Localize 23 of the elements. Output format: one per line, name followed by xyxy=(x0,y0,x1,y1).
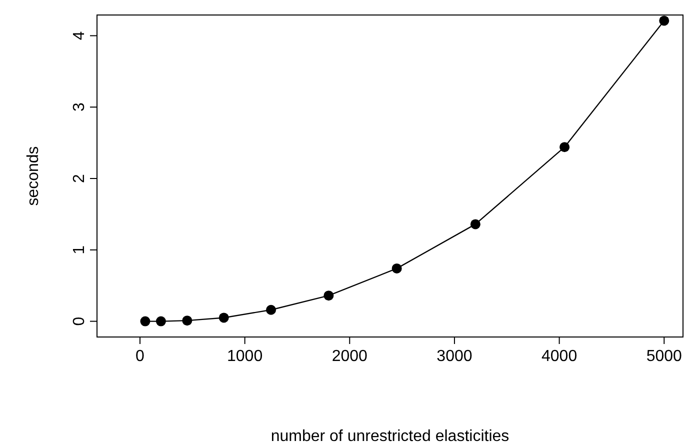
x-tick-label: 0 xyxy=(136,348,145,365)
point xyxy=(218,312,229,323)
point xyxy=(659,16,670,26)
y-tick-label: 4 xyxy=(71,31,88,40)
point xyxy=(324,290,334,301)
x-tick-label: 1000 xyxy=(227,348,263,365)
y-tick-label: 0 xyxy=(71,316,88,326)
x-tick-label: 4000 xyxy=(542,348,578,365)
y-axis-title: seconds xyxy=(25,146,42,206)
y-tick-label: 2 xyxy=(71,174,88,183)
point xyxy=(266,304,276,315)
y-tick-label: 1 xyxy=(71,245,88,254)
x-tick-label: 5000 xyxy=(646,348,682,365)
point xyxy=(392,263,402,274)
point xyxy=(182,316,192,326)
x-axis-title: number of unrestricted elasticities xyxy=(270,428,510,445)
y-tick-label: 3 xyxy=(71,102,88,112)
point xyxy=(156,316,166,326)
x-tick-label: 3000 xyxy=(436,348,472,365)
x-tick-label: 2000 xyxy=(332,348,368,365)
point xyxy=(470,219,480,230)
point xyxy=(140,316,150,326)
point xyxy=(560,142,570,152)
